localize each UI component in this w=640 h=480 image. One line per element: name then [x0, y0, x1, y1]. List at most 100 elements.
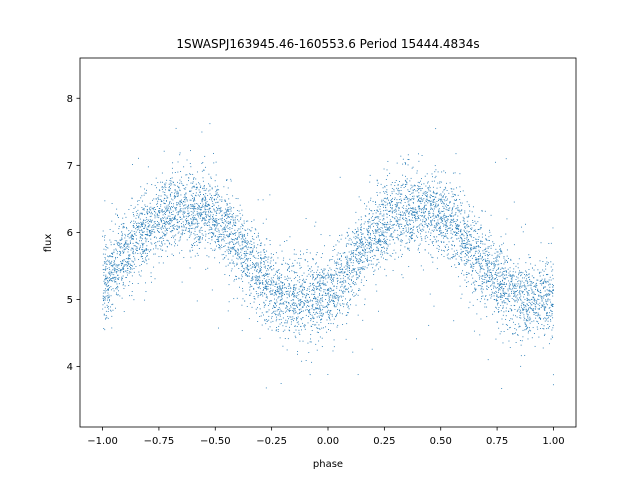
data-point — [263, 248, 265, 250]
data-point — [383, 241, 385, 243]
data-point — [237, 252, 239, 254]
data-point — [428, 223, 429, 225]
data-point — [188, 228, 190, 229]
data-point — [370, 217, 372, 219]
data-point — [208, 183, 210, 185]
data-point — [221, 199, 223, 201]
data-point — [105, 310, 107, 312]
data-point — [215, 212, 217, 214]
data-point — [181, 183, 183, 185]
data-point — [363, 250, 365, 252]
data-point — [496, 255, 498, 257]
data-point — [135, 246, 137, 248]
data-point — [164, 221, 166, 223]
data-point — [213, 162, 215, 164]
data-point — [439, 218, 441, 220]
data-point — [171, 207, 173, 208]
data-point — [159, 211, 161, 213]
data-point — [360, 239, 362, 241]
data-point — [543, 304, 545, 306]
data-point — [320, 298, 322, 300]
data-point — [446, 222, 448, 224]
data-point — [198, 189, 200, 191]
data-point — [443, 256, 445, 257]
data-point — [265, 281, 267, 282]
data-point — [226, 194, 228, 195]
data-point — [428, 231, 430, 233]
data-point — [241, 276, 243, 278]
data-point — [260, 257, 262, 259]
data-point — [199, 212, 201, 214]
data-point — [313, 287, 315, 289]
data-point — [267, 258, 269, 260]
data-point — [126, 262, 128, 264]
data-point — [312, 282, 314, 284]
data-point — [505, 315, 507, 317]
data-point — [352, 252, 354, 254]
data-point — [275, 273, 276, 275]
data-point — [280, 281, 282, 283]
data-point — [418, 200, 420, 202]
data-point — [507, 290, 509, 292]
data-point — [484, 273, 486, 275]
data-point — [531, 308, 533, 310]
data-point — [505, 307, 507, 309]
data-point — [474, 238, 476, 240]
data-point — [192, 206, 194, 208]
data-point — [216, 239, 218, 240]
data-point — [140, 237, 142, 239]
data-point — [299, 309, 301, 311]
data-point — [180, 208, 182, 209]
data-point — [128, 272, 130, 274]
data-point — [329, 317, 330, 319]
data-point — [116, 242, 118, 244]
data-point — [474, 247, 476, 249]
data-point — [407, 201, 409, 203]
data-point — [350, 239, 352, 241]
data-point — [288, 309, 290, 311]
data-point — [152, 248, 154, 250]
data-point — [327, 310, 328, 312]
data-point — [144, 299, 146, 301]
data-point — [151, 232, 153, 234]
data-point — [457, 215, 459, 217]
data-point — [422, 207, 424, 209]
data-point — [250, 241, 252, 243]
data-point — [280, 299, 282, 301]
data-point — [410, 213, 412, 215]
data-point — [162, 209, 163, 211]
data-point — [303, 310, 304, 312]
data-point — [490, 234, 492, 236]
data-point — [425, 198, 427, 200]
data-point — [533, 302, 535, 304]
data-point — [360, 229, 362, 231]
data-point — [369, 241, 371, 243]
data-point — [293, 291, 295, 293]
data-point — [433, 204, 434, 206]
data-point — [472, 206, 474, 208]
data-point — [418, 200, 420, 202]
data-point — [498, 288, 500, 290]
data-point — [298, 332, 300, 334]
data-point — [276, 327, 277, 328]
data-point — [512, 275, 513, 277]
data-point — [277, 290, 279, 292]
data-point — [293, 289, 294, 291]
data-point — [166, 227, 168, 229]
data-point — [141, 263, 143, 265]
data-point — [461, 257, 463, 259]
data-point — [493, 283, 495, 285]
data-point — [479, 334, 481, 336]
data-point — [432, 201, 434, 203]
data-point — [533, 300, 535, 302]
data-point — [430, 203, 432, 205]
data-point — [529, 279, 531, 280]
data-point — [367, 257, 368, 259]
data-point — [352, 259, 354, 261]
data-point — [323, 284, 324, 286]
data-point — [414, 185, 416, 187]
data-point — [422, 221, 424, 223]
data-point — [525, 324, 527, 326]
data-point — [335, 262, 337, 264]
data-point — [416, 219, 418, 221]
